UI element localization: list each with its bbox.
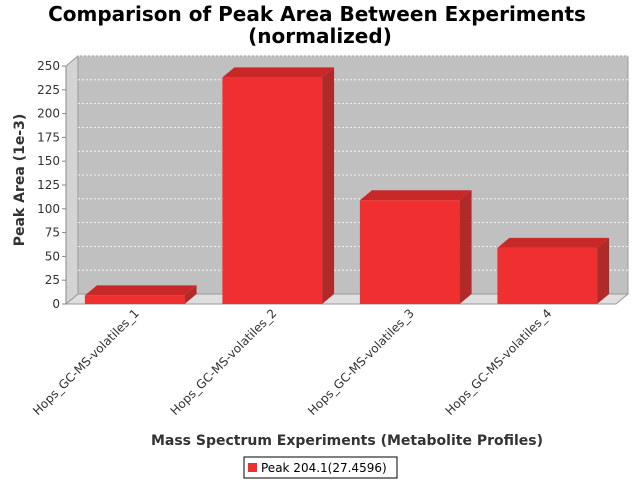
y-axis-ticks: 0 25 50 75 100 125 150 175 200 225 250 [37,59,66,311]
y-tick-label: 250 [37,59,60,73]
x-axis-ticks: Hops_GC-MS-volatiles_1 Hops_GC-MS-volatil… [30,306,554,418]
x-tick-label: Hops_GC-MS-volatiles_3 [305,306,417,418]
y-tick-label: 200 [37,107,60,121]
bar [359,190,472,304]
bar-top [359,190,472,201]
y-tick-label: 150 [37,154,60,168]
bar-top [222,67,335,78]
bar-front [497,247,598,304]
bar-side [184,285,197,304]
bars [84,67,610,304]
bar-top [497,237,610,248]
y-tick-label: 0 [52,297,60,311]
chart-title: Comparison of Peak Area Between Experime… [48,2,586,26]
y-tick-label: 50 [45,249,60,263]
legend: Peak 204.1(27.4596) [243,456,398,479]
bar-side [459,190,472,304]
plot-left-wall [65,54,79,306]
bar [84,285,197,304]
y-tick-label: 75 [45,226,60,240]
bar [222,67,335,304]
bar-side [597,237,610,304]
bar-front [222,77,323,304]
y-tick-label: 225 [37,83,60,97]
y-tick-label: 175 [37,130,60,144]
legend-box [243,456,398,479]
legend-label: Peak 204.1(27.4596) [261,461,387,475]
y-tick-label: 25 [45,273,60,287]
x-tick-label: Hops_GC-MS-volatiles_4 [443,306,555,418]
legend-swatch [248,463,257,472]
y-axis-title: Peak Area (1e-3) [12,114,28,247]
bar [497,237,610,304]
x-tick-label: Hops_GC-MS-volatiles_2 [168,306,280,418]
x-tick-label: Hops_GC-MS-volatiles_1 [30,306,142,418]
bar-front [84,295,185,304]
x-axis-title: Mass Spectrum Experiments (Metabolite Pr… [151,433,543,449]
chart-subtitle: (normalized) [248,24,392,48]
bar-front [359,200,460,304]
y-tick-label: 125 [37,178,60,192]
bar-side [322,67,335,304]
y-tick-label: 100 [37,202,60,216]
bar-top [84,285,197,296]
